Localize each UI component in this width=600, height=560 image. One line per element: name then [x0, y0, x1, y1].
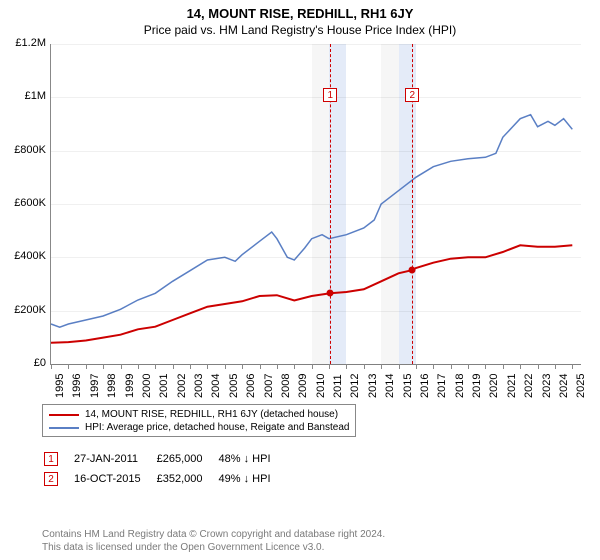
legend-item: 14, MOUNT RISE, REDHILL, RH1 6JY (detach…	[49, 408, 349, 421]
event-row: 1 27-JAN-2011£265,00048% ↓ HPI	[44, 450, 285, 468]
x-tick-label: 2010	[315, 374, 327, 398]
x-tick-label: 1999	[124, 374, 136, 398]
footer-licence: Contains HM Land Registry data © Crown c…	[42, 528, 385, 554]
y-tick-label: £600K	[4, 197, 46, 209]
event-price: £352,000	[157, 470, 217, 488]
series-marker	[409, 267, 416, 274]
x-tick-label: 1995	[54, 374, 66, 398]
x-tick-label: 2000	[141, 374, 153, 398]
x-tick-label: 2002	[176, 374, 188, 398]
x-tick-label: 2001	[158, 374, 170, 398]
chart-subtitle: Price paid vs. HM Land Registry's House …	[0, 21, 600, 37]
x-tick-label: 2018	[454, 374, 466, 398]
legend-item: HPI: Average price, detached house, Reig…	[49, 421, 349, 434]
y-tick-label: £800K	[4, 144, 46, 156]
x-tick-label: 2011	[332, 374, 344, 398]
event-pct: 48% ↓ HPI	[219, 450, 285, 468]
legend-label: HPI: Average price, detached house, Reig…	[85, 422, 349, 433]
chart-title: 14, MOUNT RISE, REDHILL, RH1 6JY	[0, 0, 600, 21]
x-tick-label: 2021	[506, 374, 518, 398]
y-tick-label: £0	[4, 357, 46, 369]
series-price_paid	[51, 245, 572, 342]
footer-line2: This data is licensed under the Open Gov…	[42, 541, 385, 554]
x-tick-label: 2008	[280, 374, 292, 398]
x-tick-label: 2020	[488, 374, 500, 398]
x-tick-label: 2004	[210, 374, 222, 398]
event-box-icon: 1	[44, 452, 58, 466]
x-tick-label: 1997	[89, 374, 101, 398]
x-tick-label: 1996	[71, 374, 83, 398]
event-marker: 1	[323, 88, 337, 102]
y-tick-label: £1.2M	[4, 37, 46, 49]
x-tick-label: 2013	[367, 374, 379, 398]
y-tick-label: £400K	[4, 250, 46, 262]
x-tick-label: 2022	[523, 374, 535, 398]
x-tick-label: 2017	[436, 374, 448, 398]
x-tick-label: 2023	[541, 374, 553, 398]
legend-swatch	[49, 414, 79, 416]
events-table: 1 27-JAN-2011£265,00048% ↓ HPI 2 16-OCT-201…	[42, 448, 287, 490]
series-marker	[327, 290, 334, 297]
x-tick-label: 2024	[558, 374, 570, 398]
y-tick-label: £1M	[4, 90, 46, 102]
y-tick-label: £200K	[4, 304, 46, 316]
footer-line1: Contains HM Land Registry data © Crown c…	[42, 528, 385, 541]
x-tick-label: 2003	[193, 374, 205, 398]
legend-label: 14, MOUNT RISE, REDHILL, RH1 6JY (detach…	[85, 409, 338, 420]
chart-container: 14, MOUNT RISE, REDHILL, RH1 6JY Price p…	[0, 0, 600, 560]
x-tick-label: 2005	[228, 374, 240, 398]
event-date: 16-OCT-2015	[74, 470, 155, 488]
x-tick-label: 2009	[297, 374, 309, 398]
x-tick-label: 1998	[106, 374, 118, 398]
legend: 14, MOUNT RISE, REDHILL, RH1 6JY (detach…	[42, 404, 356, 437]
event-date: 27-JAN-2011	[74, 450, 155, 468]
x-tick-label: 2012	[349, 374, 361, 398]
event-row: 2 16-OCT-2015£352,00049% ↓ HPI	[44, 470, 285, 488]
legend-swatch	[49, 427, 79, 429]
x-tick-label: 2006	[245, 374, 257, 398]
event-marker: 2	[405, 88, 419, 102]
event-pct: 49% ↓ HPI	[219, 470, 285, 488]
x-tick-label: 2016	[419, 374, 431, 398]
plot-area: 12	[50, 44, 581, 365]
event-price: £265,000	[157, 450, 217, 468]
x-tick-label: 2019	[471, 374, 483, 398]
x-tick-label: 2025	[575, 374, 587, 398]
event-box-icon: 2	[44, 472, 58, 486]
x-tick-label: 2015	[402, 374, 414, 398]
x-tick-label: 2007	[263, 374, 275, 398]
x-tick-label: 2014	[384, 374, 396, 398]
